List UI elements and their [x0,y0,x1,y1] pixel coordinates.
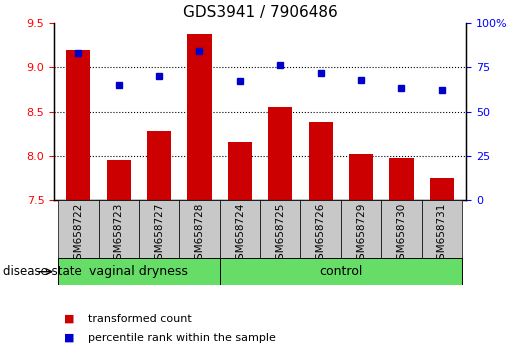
Bar [389,159,414,200]
Text: GSM658723: GSM658723 [114,203,124,266]
Text: ■: ■ [64,333,75,343]
Title: GDS3941 / 7906486: GDS3941 / 7906486 [183,5,337,21]
Bar [66,50,91,200]
Bar [58,258,220,285]
Bar [228,142,252,200]
Text: transformed count: transformed count [88,314,191,324]
Bar [220,258,462,285]
Text: ■: ■ [64,314,75,324]
Bar [422,200,462,258]
Text: GSM658725: GSM658725 [276,203,285,266]
Bar [268,107,293,200]
Bar [341,200,381,258]
Bar [300,200,341,258]
Bar [147,131,171,200]
Text: control: control [319,265,363,278]
Bar [187,34,212,200]
Text: GSM658730: GSM658730 [397,203,406,266]
Text: GSM658726: GSM658726 [316,203,325,266]
Text: GSM658727: GSM658727 [154,203,164,266]
Bar [58,200,98,258]
Bar [349,154,373,200]
Bar [139,200,179,258]
Text: GSM658724: GSM658724 [235,203,245,266]
Bar [98,200,139,258]
Bar [179,200,220,258]
Text: disease state: disease state [3,265,81,278]
Text: GSM658729: GSM658729 [356,203,366,266]
Bar [220,200,260,258]
Text: GSM658722: GSM658722 [73,203,83,266]
Text: GSM658731: GSM658731 [437,203,447,266]
Bar [308,122,333,200]
Text: vaginal dryness: vaginal dryness [90,265,188,278]
Bar [260,200,300,258]
Bar [430,178,454,200]
Text: percentile rank within the sample: percentile rank within the sample [88,333,276,343]
Text: GSM658728: GSM658728 [195,203,204,266]
Bar [381,200,422,258]
Bar [107,160,131,200]
